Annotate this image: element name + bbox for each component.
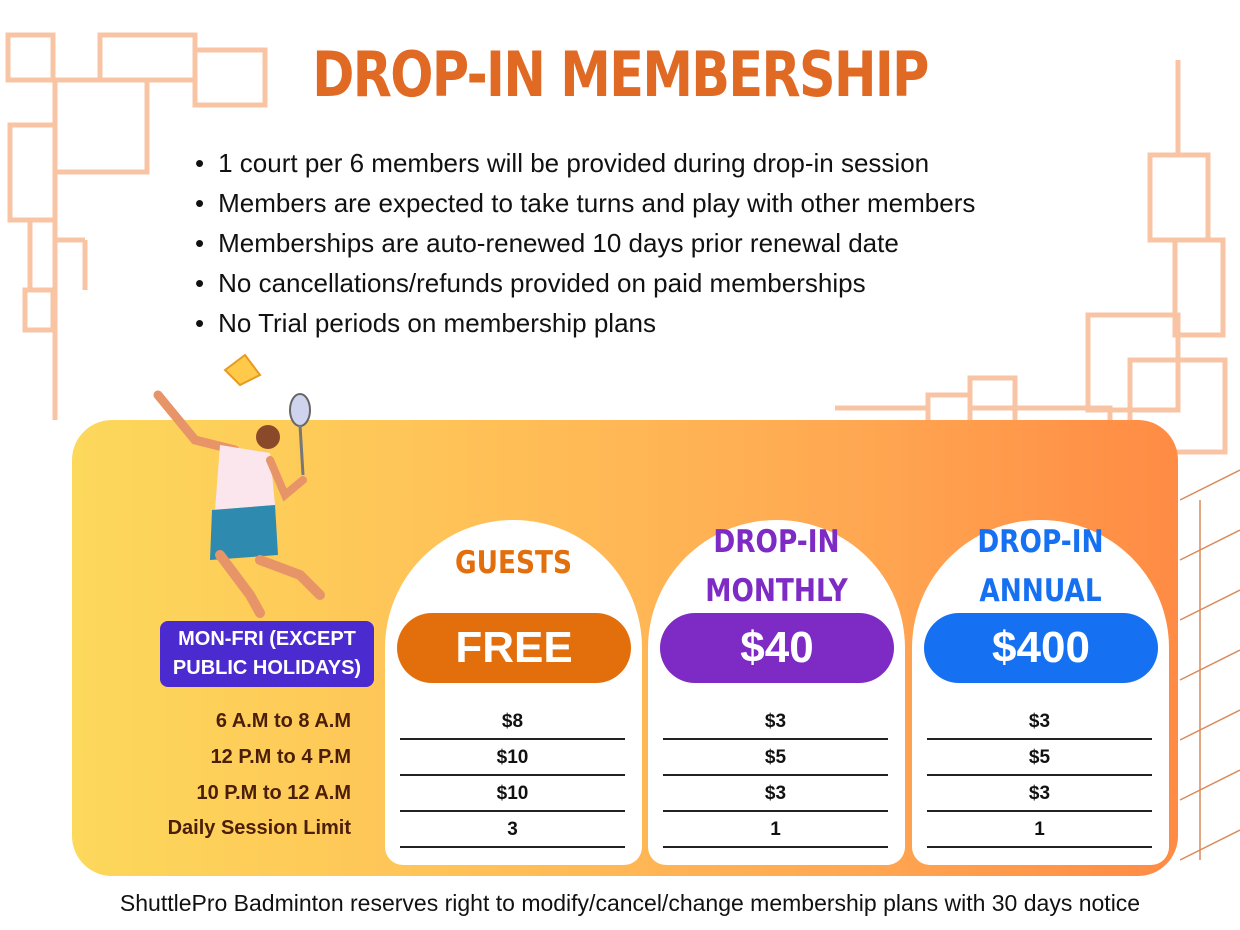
plan-name: DROP-IN [977,524,1104,560]
plan-name: ANNUAL [979,573,1102,609]
plan-name: MONTHLY [705,573,848,609]
plan-price-badge: $400 [924,613,1158,683]
row-label: Daily Session Limit [167,817,351,839]
rule-item: No cancellations/refunds provided on pai… [195,266,975,306]
rule-item: Memberships are auto-renewed 10 days pri… [195,226,975,266]
price-cell: $10 [400,740,625,776]
row-label: 12 P.M to 4 P.M [210,746,351,768]
rule-item: 1 court per 6 members will be provided d… [195,146,975,186]
price-cell: $5 [927,740,1152,776]
rules-list: 1 court per 6 members will be provided d… [195,146,975,346]
row-label: 10 P.M to 12 A.M [196,782,352,804]
plan-name: GUESTS [455,545,572,581]
rule-item: No Trial periods on membership plans [195,306,975,346]
row-label: 6 A.M to 8 A.M [215,710,351,732]
plan-card: DROP-IN MONTHLY $40 $3 $5 $3 1 [648,520,905,865]
plan-price-badge: $40 [660,613,894,683]
price-cell: 1 [927,812,1152,848]
price-cell: 1 [663,812,888,848]
rule-item: Members are expected to take turns and p… [195,186,975,226]
schedule-tag: MON-FRI (EXCEPT PUBLIC HOLIDAYS) [160,621,374,687]
price-cell: $5 [663,740,888,776]
badminton-player-illustration [153,353,325,618]
price-cell: $3 [927,776,1152,812]
page-title: DROP-IN MEMBERSHIP [312,38,929,111]
price-cell: $8 [400,704,625,740]
plan-price-badge: FREE [397,613,631,683]
footer-note: ShuttlePro Badminton reserves right to m… [119,890,1141,916]
schedule-tag-line: MON-FRI (EXCEPT [178,628,356,650]
price-cell: $10 [400,776,625,812]
schedule-tag-line: PUBLIC HOLIDAYS) [172,657,362,679]
plan-card: GUESTS FREE $8 $10 $10 3 [385,520,642,865]
price-cell: 3 [400,812,625,848]
price-cell: $3 [663,776,888,812]
price-cell: $3 [663,704,888,740]
plan-card: DROP-IN ANNUAL $400 $3 $5 $3 1 [912,520,1169,865]
price-cell: $3 [927,704,1152,740]
plan-name: DROP-IN [713,524,840,560]
